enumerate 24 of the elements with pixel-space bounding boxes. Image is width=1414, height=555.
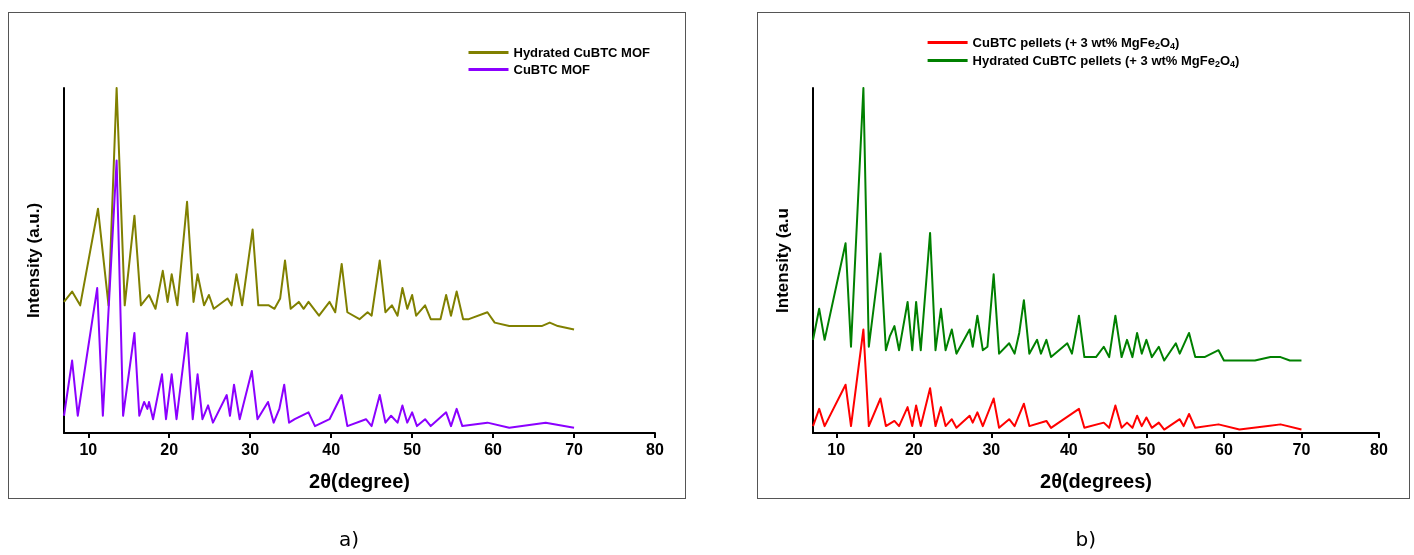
x-axis-title: 2θ(degrees) xyxy=(1040,470,1152,492)
y-axis-title: Intensity (a.u.) xyxy=(24,202,43,319)
x-tick-label: 60 xyxy=(484,440,503,458)
text: a) xyxy=(339,527,360,551)
legend-label: Hydrated CuBTC MOF xyxy=(513,45,651,60)
legend-label: CuBTC MOF xyxy=(513,62,591,77)
x-tick-label: 70 xyxy=(1292,440,1311,458)
x-tick-label: 10 xyxy=(79,440,98,458)
x-tick-label: 30 xyxy=(241,440,260,458)
x-tick-label: 50 xyxy=(403,440,422,458)
x-tick-label: 30 xyxy=(982,440,1001,458)
x-tick-label: 40 xyxy=(1059,440,1078,458)
x-tick-label: 60 xyxy=(1215,440,1233,458)
x-tick-label: 20 xyxy=(904,440,923,458)
x-tick-label: 50 xyxy=(1137,440,1156,458)
x-tick-label: 70 xyxy=(565,440,584,458)
x-tick-label: 40 xyxy=(322,440,341,458)
x-tick-label: 80 xyxy=(1370,440,1388,458)
x-tick-label: 80 xyxy=(646,440,664,458)
x-axis-title: 2θ(degree) xyxy=(309,470,410,492)
x-tick-label: 10 xyxy=(827,440,846,458)
text: b) xyxy=(1075,527,1096,551)
x-tick-label: 20 xyxy=(160,440,179,458)
y-axis-title: Intensity (a.u xyxy=(773,208,792,313)
